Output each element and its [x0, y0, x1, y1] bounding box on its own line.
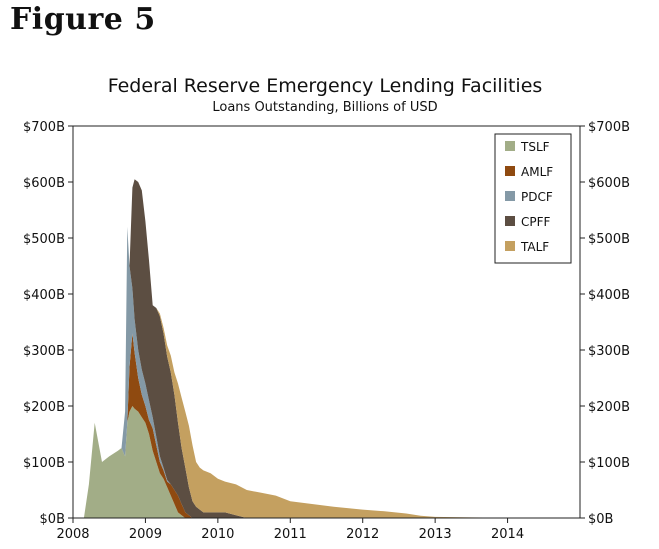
legend-label-amlf: AMLF [521, 165, 553, 179]
y-tick-label-right: $500B [588, 232, 630, 247]
series-area-tslf [83, 406, 544, 518]
plot-area [83, 179, 544, 519]
x-tick-label: 2008 [56, 527, 89, 542]
legend-label-pdcf: PDCF [521, 190, 553, 204]
y-tick-label-right: $200B [588, 400, 630, 415]
x-tick-label: 2013 [419, 527, 452, 542]
chart-subtitle: Loans Outstanding, Billions of USD [212, 100, 437, 115]
legend-swatch-tslf [505, 141, 515, 151]
legend-label-tslf: TSLF [520, 140, 550, 154]
legend-swatch-amlf [505, 166, 515, 176]
y-tick-label-right: $300B [588, 344, 630, 359]
y-tick-label-left: $200B [23, 400, 65, 415]
plot-frame [72, 125, 581, 519]
legend: TSLF AMLF PDCF CPFF TALF [494, 133, 572, 264]
y-tick-label-left: $300B [23, 344, 65, 359]
axes: $0B $0B $100B $100B $200B $200B $300B $300B $400… [23, 120, 630, 542]
y-tick-label-right: $100B [588, 456, 630, 471]
y-tick-label-right: $700B [588, 120, 630, 135]
y-tick-label-right: $0B [588, 512, 613, 527]
x-tick-label: 2012 [346, 527, 379, 542]
legend-swatch-cpff [505, 216, 515, 226]
legend-label-cpff: CPFF [521, 215, 551, 229]
x-tick-label: 2010 [201, 527, 234, 542]
legend-swatch-talf [505, 241, 515, 251]
y-tick-label-left: $400B [23, 288, 65, 303]
y-tick-label-left: $500B [23, 232, 65, 247]
y-tick-label-left: $700B [23, 120, 65, 135]
x-tick-label: 2014 [491, 527, 524, 542]
x-tick-label: 2009 [129, 527, 162, 542]
chart-title: Federal Reserve Emergency Lending Facili… [108, 75, 543, 97]
y-tick-label-left: $100B [23, 456, 65, 471]
legend-swatch-pdcf [505, 191, 515, 201]
y-tick-label-right: $400B [588, 288, 630, 303]
figure-heading: Figure 5 [10, 2, 156, 37]
y-tick-label-right: $600B [588, 176, 630, 191]
legend-label-talf: TALF [520, 240, 549, 254]
x-tick-label: 2011 [274, 527, 307, 542]
y-tick-label-left: $0B [40, 512, 65, 527]
y-tick-label-left: $600B [23, 176, 65, 191]
